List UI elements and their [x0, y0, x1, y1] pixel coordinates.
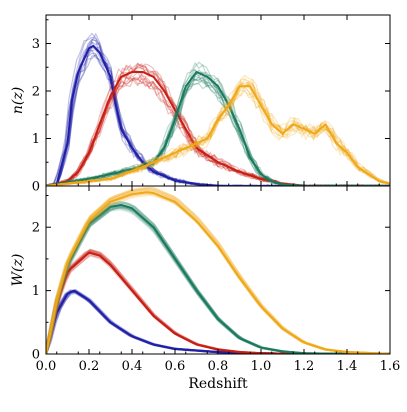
top-series-3-realization [46, 87, 390, 186]
bottom-series-2-realization [46, 201, 390, 354]
bottom-series-2-realization [46, 201, 390, 354]
top-series-2-realization [46, 71, 390, 186]
bottom-series-1-realization [46, 248, 390, 354]
bottom-series-1-realization [46, 251, 390, 354]
top-ylabel: n(z) [10, 87, 26, 114]
top-ytick-label: 2 [32, 85, 40, 100]
bottom-series-1-realization [46, 250, 390, 354]
bottom-plot-area [46, 186, 390, 354]
bottom-series-1-realization [46, 251, 390, 354]
xlabel: Redshift [188, 376, 248, 392]
xtick-label: 1.6 [380, 359, 401, 374]
top-series-1-line [46, 71, 305, 186]
xtick-label: 1.0 [251, 359, 272, 374]
top-series-2-realization [46, 83, 390, 186]
top-series-1-realization [46, 63, 390, 186]
xtick-label: 0.4 [122, 359, 143, 374]
bottom-series-2-realization [46, 203, 390, 354]
top-series-0-realization [46, 54, 390, 186]
bottom-series-2-realization [46, 207, 390, 354]
panel-bottom: 0.0 0.2 0.4 0.6 0.8 1.0 1.2 1.4 1.6 0 1 2 W(z) Redshi… [10, 185, 401, 392]
xtick-label: 0.0 [36, 359, 57, 374]
bottom-series-2-realization [46, 206, 390, 354]
bottom-series-0-realization [46, 289, 390, 354]
top-ytick-label: 1 [32, 132, 40, 147]
xtick-label: 0.6 [165, 359, 186, 374]
top-series-1-realization [46, 63, 390, 186]
bottom-series-2-realization [46, 202, 390, 354]
bottom-series-0-realization [46, 290, 390, 354]
top-series-1-realization [46, 72, 390, 186]
bottom-series-0-realization [46, 289, 390, 354]
bottom-series-0-realization [46, 291, 390, 354]
xtick-label: 0.8 [208, 359, 229, 374]
bottom-series-2-realization [46, 203, 390, 354]
bottom-series-0-realization [46, 290, 390, 354]
bottom-series-1-realization [46, 253, 390, 354]
bottom-series-1-realization [46, 249, 390, 354]
xtick-label: 1.4 [337, 359, 358, 374]
bottom-series-3-line [46, 191, 390, 354]
top-series-2-realization [46, 68, 390, 186]
bottom-series-0-realization [46, 290, 390, 354]
top-series-2-realization [46, 75, 390, 186]
top-ytick-label: 0 [32, 180, 40, 195]
top-series-3-line [46, 85, 390, 186]
bottom-ytick-label: 0 [32, 348, 40, 363]
bottom-series-2-realization [46, 206, 390, 354]
bottom-ytick-label: 1 [32, 284, 40, 299]
bottom-series-1-realization [46, 251, 390, 354]
bottom-series-1-realization [46, 254, 390, 354]
bottom-series-0-realization [46, 289, 390, 354]
top-series-2-realization [46, 61, 390, 186]
top-series-1-realization [46, 77, 390, 186]
top-series-2-realization [46, 75, 390, 186]
xtick-label: 1.2 [294, 359, 315, 374]
panel-top: 0 1 2 3 n(z) [10, 14, 391, 195]
top-series-2-realization [46, 68, 390, 186]
top-series-3-realization [46, 84, 390, 186]
bottom-series-1-line [46, 251, 390, 354]
top-ytick-label: 3 [32, 37, 40, 52]
bottom-series-0-realization [46, 290, 390, 354]
bottom-series-2-line [46, 204, 390, 354]
top-series-3-realization [46, 77, 390, 186]
bottom-series-0-line [46, 289, 390, 354]
top-series-0-line [46, 44, 219, 186]
top-series-0-realization [46, 39, 390, 186]
top-series-3-realization [46, 83, 390, 186]
bottom-ytick-label: 2 [32, 221, 40, 236]
top-plot-area [46, 32, 390, 186]
bottom-series-2-realization [46, 205, 390, 354]
bottom-series-0-realization [46, 288, 390, 354]
bottom-ylabel: W(z) [10, 254, 26, 287]
xtick-label: 0.2 [79, 359, 100, 374]
top-series-3-realization [46, 79, 390, 186]
top-series-0-realization [46, 53, 390, 186]
bottom-series-0-realization [46, 289, 390, 354]
bottom-series-2-realization [46, 206, 390, 354]
bottom-series-1-realization [46, 248, 390, 354]
bottom-series-1-realization [46, 249, 390, 354]
